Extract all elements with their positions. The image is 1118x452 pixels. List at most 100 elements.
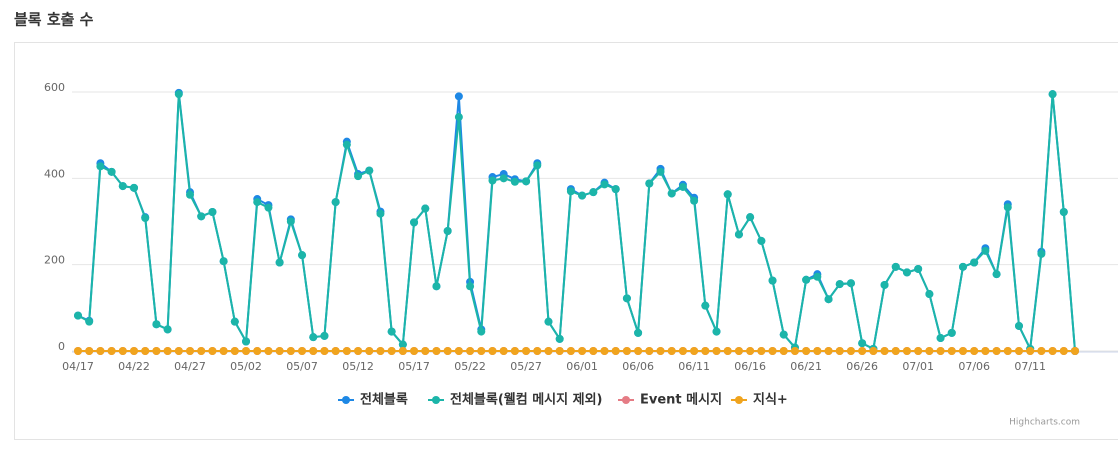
point [858,339,867,348]
point [835,347,844,355]
point [712,327,721,336]
point [510,177,519,186]
point [398,340,407,349]
point [835,280,844,289]
point [454,92,463,101]
point [757,236,766,245]
point [275,258,284,267]
point [678,347,687,355]
point [186,347,195,355]
point [242,337,251,346]
point [197,347,206,355]
point [992,347,1001,355]
x-tick-label: 05/12 [342,360,374,373]
point [970,258,979,267]
point [1026,347,1035,355]
point [566,187,575,196]
point [958,262,967,271]
point [970,347,979,355]
point [488,176,497,185]
x-tick-label: 06/01 [566,360,598,373]
point [846,279,855,288]
point [130,347,139,355]
point [365,347,374,355]
point [365,166,374,175]
point [936,347,945,355]
point [1048,90,1057,99]
point [286,347,295,355]
point [421,347,430,355]
point [85,347,94,355]
point [1048,347,1057,355]
point [242,347,251,355]
point [410,218,419,227]
point [947,328,956,337]
point [354,172,363,181]
point [130,183,139,192]
point [690,196,699,205]
x-tick-label: 05/22 [454,360,486,373]
point [197,212,206,221]
point [74,347,82,355]
point [634,328,643,337]
point [253,347,262,355]
point [432,282,441,291]
point [947,347,956,355]
point [891,262,900,271]
point [387,327,396,336]
point [342,347,351,355]
legend-marker [342,396,350,404]
point [174,347,183,355]
point [1003,203,1012,212]
point [802,347,811,355]
point [331,347,340,355]
point [208,208,217,217]
point [925,290,934,299]
point [230,347,239,355]
point [645,347,654,355]
point [141,214,150,223]
point [522,347,531,355]
x-tick-label: 06/06 [622,360,654,373]
point [925,347,934,355]
point [421,204,430,213]
point [667,189,676,198]
point [275,347,284,355]
point [779,347,788,355]
point [141,347,150,355]
point [174,90,183,99]
point [118,347,127,355]
point [622,347,631,355]
point [790,347,799,355]
point [600,180,609,189]
point [589,347,598,355]
point [533,347,542,355]
point [298,251,307,260]
point [981,246,990,255]
point [522,177,531,186]
y-tick-label: 200 [44,254,65,267]
point [331,198,340,207]
x-tick-label: 05/07 [286,360,318,373]
point [981,347,990,355]
y-tick-label: 400 [44,167,65,180]
point [466,347,475,355]
x-tick-label: 05/02 [230,360,262,373]
point [902,268,911,277]
point [208,347,217,355]
point [858,347,867,355]
point [734,347,743,355]
point [1037,249,1046,258]
legend-marker [432,396,440,404]
x-tick-label: 05/27 [510,360,542,373]
point [454,113,463,122]
legend-marker [735,396,743,404]
point [443,347,452,355]
point [846,347,855,355]
x-tick-label: 06/16 [734,360,766,373]
x-tick-label: 04/22 [118,360,150,373]
x-tick-label: 05/17 [398,360,430,373]
point [96,162,105,171]
point [354,347,363,355]
point [779,330,788,339]
